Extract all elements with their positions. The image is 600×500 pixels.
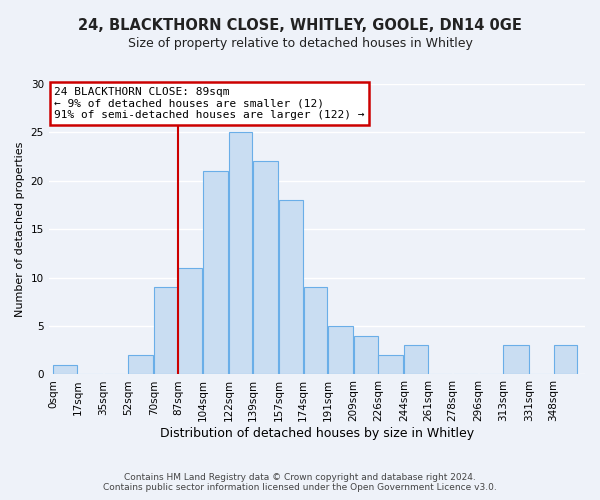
Bar [304, 288, 327, 374]
Bar [554, 346, 577, 374]
Bar [178, 268, 202, 374]
Y-axis label: Number of detached properties: Number of detached properties [15, 142, 25, 317]
Bar [203, 171, 228, 374]
Text: Contains HM Land Registry data © Crown copyright and database right 2024.: Contains HM Land Registry data © Crown c… [124, 472, 476, 482]
Bar [379, 355, 403, 374]
Bar [328, 326, 353, 374]
Text: Contains public sector information licensed under the Open Government Licence v3: Contains public sector information licen… [103, 484, 497, 492]
Bar [53, 365, 77, 374]
Text: 24, BLACKTHORN CLOSE, WHITLEY, GOOLE, DN14 0GE: 24, BLACKTHORN CLOSE, WHITLEY, GOOLE, DN… [78, 18, 522, 32]
Text: Size of property relative to detached houses in Whitley: Size of property relative to detached ho… [128, 38, 472, 51]
Bar [279, 200, 303, 374]
Bar [253, 162, 278, 374]
Bar [154, 288, 178, 374]
Bar [354, 336, 377, 374]
Bar [503, 346, 529, 374]
Bar [128, 355, 153, 374]
Bar [404, 346, 428, 374]
Text: 24 BLACKTHORN CLOSE: 89sqm
← 9% of detached houses are smaller (12)
91% of semi-: 24 BLACKTHORN CLOSE: 89sqm ← 9% of detac… [55, 87, 365, 120]
Bar [229, 132, 253, 374]
X-axis label: Distribution of detached houses by size in Whitley: Distribution of detached houses by size … [160, 427, 474, 440]
